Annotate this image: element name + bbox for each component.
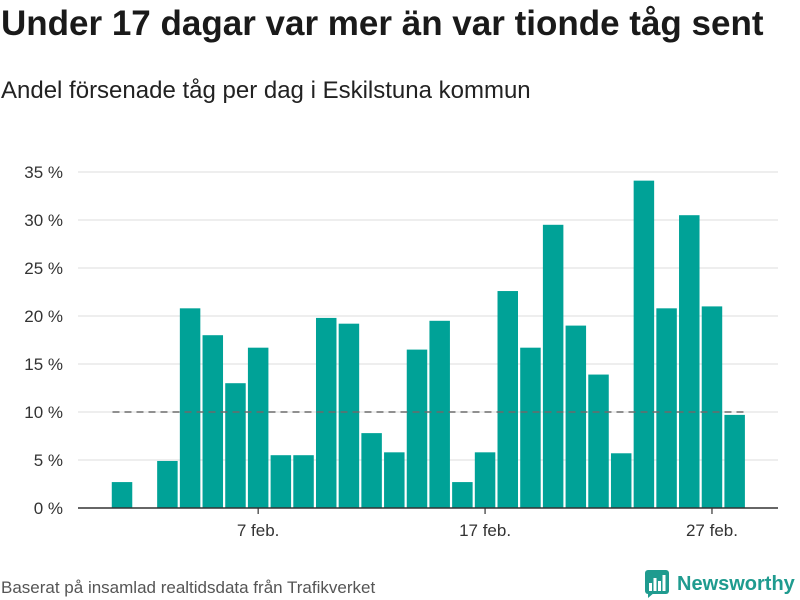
source-note: Baserat på insamlad realtidsdata från Tr… — [1, 578, 376, 597]
bar-day-14 — [406, 349, 428, 508]
chart-subtitle: Andel försenade tåg per dag i Eskilstuna… — [1, 77, 531, 104]
x-axis — [78, 507, 778, 514]
bar-day-12 — [361, 433, 382, 508]
y-tick-label: 30 % — [24, 211, 63, 230]
bar-day-11 — [338, 323, 360, 508]
x-tick-label: 27 feb. — [686, 521, 738, 540]
bar-day-4 — [179, 308, 201, 508]
bar-day-16 — [452, 482, 473, 508]
y-tick-label: 5 % — [34, 451, 63, 470]
bar-day-7 — [247, 347, 269, 508]
y-tick-label: 0 % — [34, 499, 63, 518]
y-tick-label: 35 % — [24, 163, 63, 182]
bar-day-9 — [293, 455, 314, 508]
x-tick-label: 7 feb. — [237, 521, 280, 540]
logo-text: Newsworthy — [677, 573, 795, 595]
y-tick-label: 25 % — [24, 259, 63, 278]
bar-day-10 — [315, 317, 337, 508]
bar-day-17 — [474, 452, 496, 508]
bar-day-24 — [633, 180, 655, 508]
bar-day-28 — [724, 414, 745, 508]
bar-day-19 — [520, 347, 541, 508]
bar-day-20 — [542, 224, 564, 509]
bar-day-23 — [610, 453, 632, 508]
y-tick-label: 20 % — [24, 307, 63, 326]
newsworthy-logo-icon — [645, 570, 669, 598]
bar-day-13 — [384, 452, 405, 508]
bar-day-15 — [429, 320, 450, 508]
chart-title: Under 17 dagar var mer än var tionde tåg… — [1, 4, 764, 43]
bar-day-5 — [202, 335, 224, 508]
bar-day-6 — [225, 383, 246, 508]
bar-day-27 — [701, 306, 723, 508]
bars — [111, 180, 745, 509]
bar-day-1 — [111, 482, 133, 508]
newsworthy-logo: Newsworthy — [645, 570, 795, 598]
bar-day-25 — [656, 308, 677, 508]
y-tick-label: 15 % — [24, 355, 63, 374]
bar-day-22 — [588, 374, 609, 508]
bar-day-18 — [497, 291, 519, 508]
y-axis-tick-labels: 0 % 5 % 10 % 15 % 20 % 25 % 30 % 35 % — [24, 163, 63, 518]
bar-day-26 — [679, 215, 700, 508]
bar-day-3 — [157, 460, 178, 508]
bar-day-8 — [270, 455, 292, 508]
y-tick-label: 10 % — [24, 403, 63, 422]
x-axis-tick-labels: 7 feb. 17 feb. 27 feb. — [237, 521, 738, 540]
x-tick-label: 17 feb. — [459, 521, 511, 540]
bar-day-21 — [565, 325, 587, 508]
